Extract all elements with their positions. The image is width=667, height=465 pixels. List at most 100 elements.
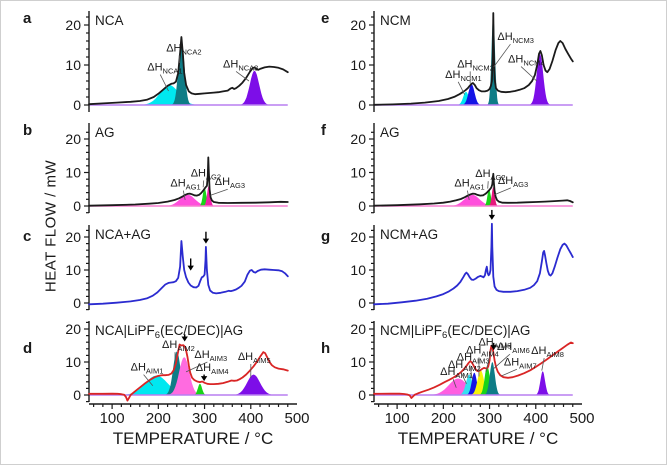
peak-label: ΔHAIM6: [497, 341, 530, 355]
peak-fill-AG3: [488, 187, 499, 206]
leader-line: [487, 181, 489, 189]
leader-line: [501, 368, 518, 377]
leader-line: [182, 190, 186, 201]
x-tick-label: 300: [192, 410, 217, 427]
peak-fill-NCM1: [456, 91, 476, 105]
leader-line: [485, 349, 492, 372]
peak-fill-AIM4: [469, 370, 493, 395]
panel-d: 01020ΔHAIM1ΔHAIM2ΔHAIM3ΔHAIM4ΔHAIM5dNCA|…: [23, 321, 310, 427]
panel-title: NCA|LiPF6(EC/DEC)|AG: [95, 323, 243, 341]
y-tick-label: 0: [358, 198, 366, 214]
x-tick-label: 500: [569, 410, 594, 427]
panel-title: NCM: [380, 13, 411, 28]
peak-label: ΔHAIM4: [196, 362, 229, 376]
peak-label: ΔHNCM3: [497, 31, 534, 45]
dsc-curve: [88, 36, 289, 106]
y-tick-label: 0: [358, 387, 366, 403]
down-arrow-head: [187, 265, 194, 271]
peak-fill-AIM1: [425, 378, 491, 395]
panel-title: AG: [95, 125, 115, 140]
peak-label: ΔHAIM7: [504, 356, 537, 370]
panel-title: NCA+AG: [95, 227, 151, 242]
dsc-curve: [373, 172, 574, 207]
peak-fill-AG2: [198, 187, 211, 206]
panel-letter: d: [23, 340, 32, 357]
dsc-curve: [373, 341, 574, 399]
y-tick-label: 0: [358, 295, 366, 311]
x-tick-label: 100: [100, 410, 125, 427]
x-axis-label-right: TEMPERATURE / °C: [397, 429, 559, 448]
dsc-curve: [373, 222, 574, 306]
peak-label: ΔHAIM3: [194, 349, 227, 363]
y-tick-label: 20: [65, 17, 81, 33]
leader-line: [541, 358, 545, 371]
leader-line: [457, 81, 465, 95]
panel-title: AG: [380, 125, 400, 140]
panel-h: 01020ΔHAIM1ΔHAIM2ΔHAIM3ΔHAIM4ΔHAIM5ΔHAIM…: [321, 321, 595, 427]
y-tick-label: 0: [73, 387, 81, 403]
peak-fill-AIM2: [163, 351, 190, 395]
down-arrow-head: [200, 376, 208, 382]
peak-fill-NCA1: [137, 85, 202, 105]
peak-label: ΔHNCM2: [457, 58, 494, 72]
panel-title: NCA: [95, 13, 124, 28]
peak-fill-AIM3: [465, 372, 484, 395]
panel-title: NCM|LiPF6(EC/DEC)|AG: [380, 323, 530, 341]
peak-label: ΔHAIM2: [162, 339, 195, 353]
peak-fill-AIM3: [166, 357, 202, 395]
y-tick-label: 10: [350, 354, 366, 370]
leader-line: [235, 71, 250, 82]
y-tick-label: 10: [65, 354, 81, 370]
down-arrow-head: [181, 336, 188, 342]
panel-letter: f: [321, 122, 327, 139]
peak-fill-AG2: [483, 189, 495, 206]
peak-fill-AIM8: [534, 371, 551, 395]
peak-label: ΔHNCA2: [166, 42, 201, 56]
peak-fill-NCA3: [238, 70, 271, 105]
x-tick-label: 400: [238, 410, 263, 427]
panel-letter: h: [321, 340, 330, 357]
peak-fill-AIM5: [478, 366, 497, 395]
y-tick-label: 20: [350, 131, 366, 147]
peak-fill-AIM4: [192, 383, 208, 395]
down-arrow-head: [490, 345, 497, 351]
panel-g: 0 10 20 g NCM+AG: [321, 209, 574, 311]
x-tick-label: 200: [431, 410, 456, 427]
leader-line: [452, 379, 457, 388]
panel-letter: g: [321, 228, 330, 245]
leader-line: [494, 187, 512, 195]
y-tick-label: 10: [65, 57, 81, 73]
y-tick-label: 20: [65, 321, 81, 337]
down-arrow-head: [488, 214, 496, 220]
y-tick-label: 20: [350, 229, 366, 245]
y-tick-label: 10: [350, 165, 366, 181]
y-tick-label: 10: [65, 165, 81, 181]
y-tick-label: 0: [358, 97, 366, 113]
peak-fill-AIM2: [457, 374, 481, 395]
down-arrow-head: [202, 238, 210, 244]
peak-fill-AG1: [446, 194, 498, 206]
leader-line: [493, 43, 511, 68]
leader-line: [520, 66, 537, 82]
y-tick-label: 20: [350, 321, 366, 337]
x-axis-label-left: TEMPERATURE / °C: [112, 429, 274, 448]
leader-line: [467, 190, 470, 201]
y-tick-label: 10: [65, 262, 81, 278]
peak-label: ΔHAG1: [170, 178, 200, 192]
peak-label: ΔHNCA1: [147, 62, 182, 76]
x-tick-label: 200: [146, 410, 171, 427]
y-tick-label: 10: [350, 262, 366, 278]
peak-fill-NCM2: [461, 84, 482, 105]
y-tick-label: 10: [350, 57, 366, 73]
leader-line: [159, 74, 169, 92]
x-tick-label: 500: [284, 410, 309, 427]
panel-letter: a: [23, 10, 32, 27]
peak-fill-NCA2: [170, 39, 192, 105]
y-tick-label: 0: [73, 97, 81, 113]
leader-line: [210, 188, 228, 196]
